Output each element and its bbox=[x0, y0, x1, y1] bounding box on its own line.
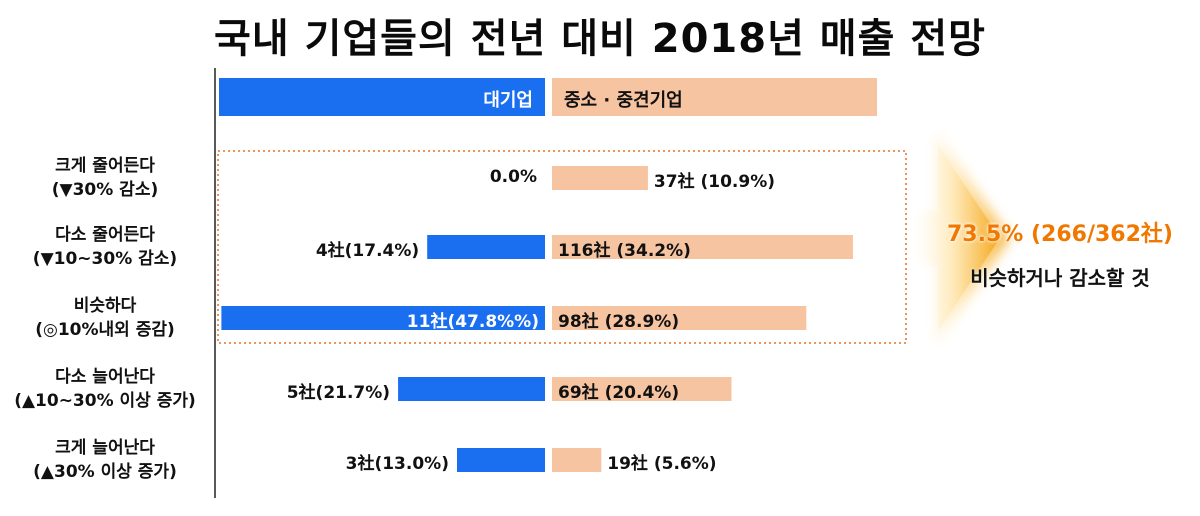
bar-large-company bbox=[221, 306, 546, 330]
data-label-sme: 19社 (5.6%) bbox=[607, 454, 717, 474]
category-label-line1: 비슷하다 bbox=[73, 296, 137, 316]
data-label-large-company: 0.0% bbox=[489, 167, 537, 187]
callout-arrow bbox=[915, 145, 1000, 331]
category-label: 다소 늘어난다 (▲10~30% 이상 증가) bbox=[0, 365, 210, 413]
bar-large-company bbox=[456, 448, 545, 472]
category-label-line2: (▲30% 이상 증가) bbox=[33, 462, 177, 482]
category-label-line2: (▼10~30% 감소) bbox=[32, 249, 178, 269]
data-label-large-company: 5社(21.7%) bbox=[286, 383, 391, 403]
legend-bar-large bbox=[219, 78, 545, 116]
bar-sme bbox=[552, 377, 732, 401]
callout-value: 73.5% (266/362社) bbox=[947, 222, 1173, 247]
data-label-sme: 98社 (28.9%) bbox=[558, 312, 680, 332]
category-label: 비슷하다 (◎10%내외 증감) bbox=[0, 294, 210, 342]
category-label: 다소 줄어든다 (▼10~30% 감소) bbox=[0, 223, 210, 271]
callout-text: 비슷하거나 감소할 것 bbox=[970, 266, 1150, 290]
category-label-line2: (▼30% 감소) bbox=[51, 180, 159, 200]
bar-large-company bbox=[398, 377, 545, 401]
category-label-line1: 다소 늘어난다 bbox=[55, 367, 155, 387]
data-label-large-company: 4社(17.4%) bbox=[315, 241, 420, 261]
bar-sme bbox=[552, 235, 853, 259]
legend-label-large: 대기업 bbox=[483, 90, 533, 111]
chart-title: 국내 기업들의 전년 대비 2018년 매출 전망 bbox=[214, 16, 986, 62]
data-label-sme: 69社 (20.4%) bbox=[558, 383, 680, 403]
bar-sme bbox=[552, 166, 648, 190]
bar-sme bbox=[552, 306, 807, 330]
legend-bar-sme bbox=[552, 78, 877, 116]
bar-sme bbox=[552, 448, 602, 472]
category-label: 크게 늘어난다 (▲30% 이상 증가) bbox=[0, 436, 210, 484]
category-label-line2: (▲10~30% 이상 증가) bbox=[14, 391, 196, 411]
category-label-line2: (◎10%내외 증감) bbox=[35, 320, 175, 340]
data-label-sme: 116社 (34.2%) bbox=[558, 241, 691, 261]
category-label-line1: 크게 늘어난다 bbox=[55, 438, 155, 458]
data-label-large-company: 3社(13.0%) bbox=[345, 454, 449, 474]
legend-label-sme: 중소 · 중견기업 bbox=[564, 90, 683, 111]
bar-large-company bbox=[427, 235, 545, 259]
category-label: 크게 줄어든다 (▼30% 감소) bbox=[0, 154, 210, 202]
category-label-line1: 크게 줄어든다 bbox=[55, 156, 155, 176]
data-label-large-company: 11社(47.8%%) bbox=[406, 312, 539, 332]
data-label-sme: 37社 (10.9%) bbox=[653, 172, 775, 192]
category-label-line1: 다소 줄어든다 bbox=[55, 225, 155, 245]
